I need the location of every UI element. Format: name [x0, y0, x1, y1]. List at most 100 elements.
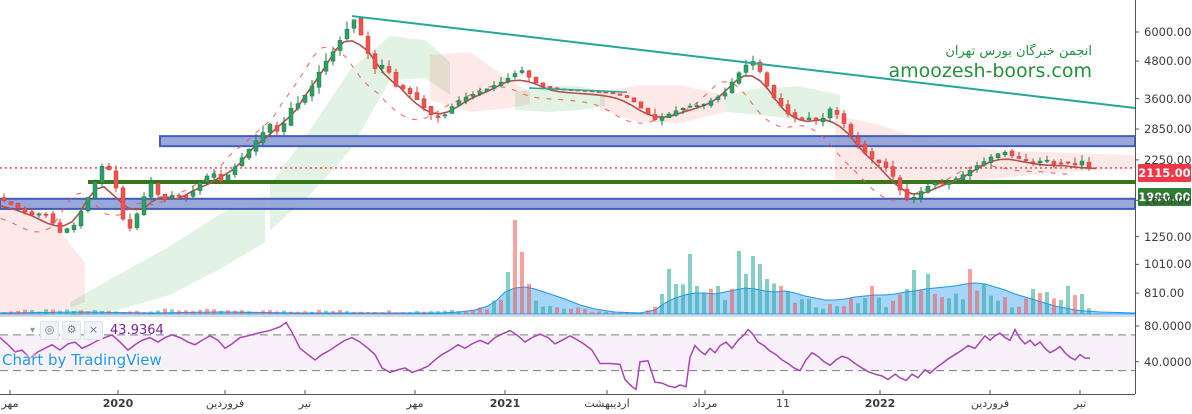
support-zone[interactable] [0, 197, 1136, 210]
candle-body [176, 194, 182, 197]
volume-bar [247, 311, 251, 314]
candle-body [239, 157, 245, 167]
candle-body [631, 97, 637, 103]
volume-bar [919, 290, 923, 314]
volume-bar [177, 310, 181, 314]
price-tick-label: 1010.00 [1144, 257, 1192, 272]
candle-body [400, 85, 406, 90]
candle-body [729, 81, 735, 94]
candle-body [904, 189, 910, 200]
volume-bar [44, 309, 48, 314]
candle-body [281, 123, 287, 132]
volume-bar [254, 311, 258, 314]
candle-body [358, 17, 364, 36]
volume-bar [240, 310, 244, 314]
volume-bar [128, 311, 132, 314]
volume-bar [968, 269, 972, 314]
volume-bar [107, 310, 111, 314]
volume-bar [842, 306, 846, 314]
candle-body [883, 161, 889, 168]
candle-body [806, 117, 812, 121]
volume-bar [548, 306, 552, 314]
volume-bar [884, 307, 888, 314]
volume-bar [555, 307, 559, 314]
candle-body [498, 81, 504, 86]
volume-bar [478, 307, 482, 314]
trendline[interactable] [351, 15, 1136, 109]
candle-body [834, 110, 840, 115]
volume-bar [485, 309, 489, 314]
time-axis[interactable]: مهر 2020 فروردین تیر مهر 2021 اردیبهشت مرداد 11 2… [0, 394, 1192, 414]
volume-bar [1087, 308, 1091, 314]
volume-bar [625, 312, 629, 314]
candle-body [92, 181, 98, 199]
flat-teal-segment[interactable] [528, 87, 628, 94]
candle-body [428, 106, 434, 115]
candle-body [183, 194, 189, 199]
settings-icon[interactable]: ⚙ [62, 320, 82, 340]
volume-bar [534, 300, 538, 314]
candle-body [512, 73, 518, 78]
volume-bar [513, 220, 517, 314]
visibility-icon[interactable]: ◎ [40, 320, 60, 340]
close-icon[interactable]: × [84, 320, 104, 340]
volume-bar [1003, 297, 1007, 314]
resistance-zone[interactable] [159, 135, 1136, 148]
candle-body [106, 165, 112, 170]
volume-bar [520, 252, 524, 314]
volume-bar [499, 299, 503, 314]
candle-body [715, 96, 721, 100]
candle-body [78, 211, 84, 227]
candle-body [463, 96, 469, 102]
candle-body [540, 82, 546, 87]
ichimoku-cloud [600, 85, 725, 124]
volume-bar [947, 298, 951, 314]
price-tick-label: 1250.00 [1144, 229, 1192, 244]
tradingview-branding-link[interactable]: Chart by TradingView [2, 351, 162, 369]
candle-body [253, 140, 259, 152]
chevron-down-icon[interactable]: ▾ [30, 324, 36, 336]
candle-body [687, 105, 693, 108]
candle-body [708, 100, 714, 106]
volume-bar [541, 306, 545, 314]
volume-bar [30, 309, 34, 314]
candle-body [862, 143, 868, 154]
volume-bar [464, 311, 468, 314]
candle-body [386, 66, 392, 73]
volume-bar [415, 310, 419, 314]
volume-bar [205, 308, 209, 314]
volume-bar [345, 311, 349, 314]
candle-body [855, 137, 861, 146]
volume-bar [891, 300, 895, 314]
price-tick-label: 6000.00 [1144, 25, 1192, 39]
volume-bar [632, 313, 636, 314]
candle-body [813, 117, 819, 121]
candle-body [344, 28, 350, 40]
candle-body [645, 107, 651, 115]
candle-body [610, 92, 616, 94]
volume-bar [660, 294, 664, 314]
time-tick-label: 11 [776, 397, 790, 410]
rsi-line [0, 321, 1090, 391]
candle-body [148, 182, 154, 198]
volume-bar [849, 298, 853, 314]
candle-body [316, 71, 322, 88]
volume-bar [653, 306, 657, 314]
volume-bar [394, 312, 398, 314]
candle-body [974, 165, 980, 170]
volume-bar [674, 284, 678, 314]
volume-bar [716, 286, 720, 314]
volume-bar [604, 311, 608, 314]
candle-body [778, 97, 784, 107]
volume-bar [275, 311, 279, 314]
price-axis[interactable]: 2115.00 1900.00 6000.00 4800.00 3600.00 285… [1136, 0, 1192, 394]
candle-body [372, 53, 378, 69]
candle-body [190, 191, 196, 197]
chart-canvas[interactable] [0, 0, 1192, 395]
volume-bar [667, 269, 671, 314]
volume-bar [527, 284, 531, 314]
volume-bar [1052, 298, 1056, 314]
candle-body [169, 195, 175, 199]
volume-bar [380, 312, 384, 314]
time-tick-label: تیر [1073, 397, 1087, 410]
